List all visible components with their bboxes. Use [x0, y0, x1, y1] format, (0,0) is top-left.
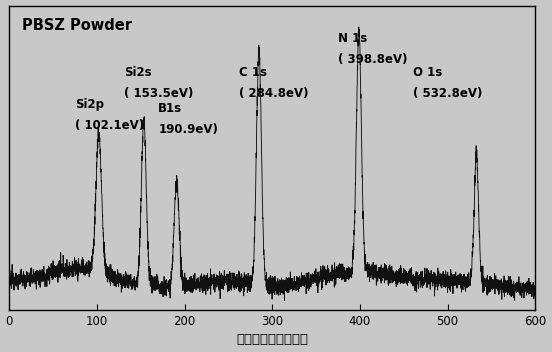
Text: Si2s: Si2s [124, 65, 152, 78]
Text: PBSZ Powder: PBSZ Powder [23, 18, 132, 33]
Text: N 1s: N 1s [338, 32, 367, 45]
Text: 190.9eV): 190.9eV) [158, 124, 218, 137]
Text: ( 102.1eV): ( 102.1eV) [75, 119, 144, 132]
Text: O 1s: O 1s [412, 65, 442, 78]
Text: ( 532.8eV): ( 532.8eV) [412, 87, 482, 100]
Text: ( 153.5eV): ( 153.5eV) [124, 87, 194, 100]
Text: B1s: B1s [158, 102, 182, 115]
Text: ( 284.8eV): ( 284.8eV) [239, 87, 309, 100]
Text: Si2p: Si2p [75, 98, 104, 111]
Text: C 1s: C 1s [239, 65, 267, 78]
Text: ( 398.8eV): ( 398.8eV) [338, 54, 407, 67]
X-axis label: 结合能（电子伏特）: 结合能（电子伏特） [236, 333, 308, 346]
